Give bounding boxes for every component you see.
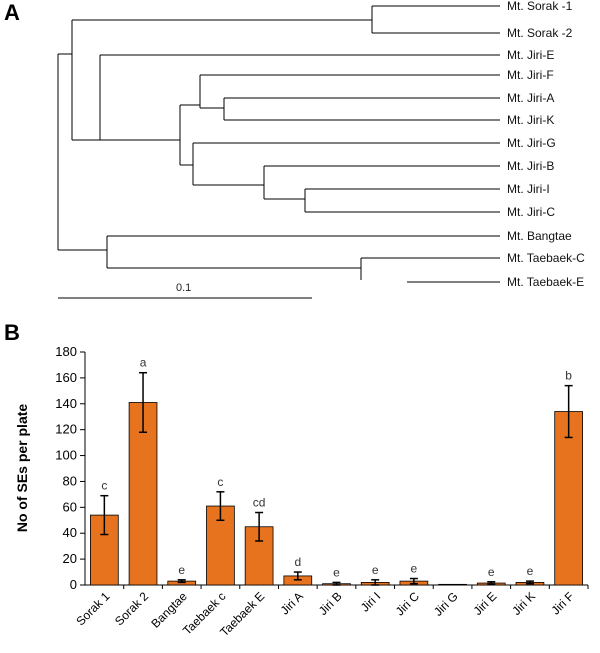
leaf-label: Mt. Jiri-I	[507, 182, 550, 196]
y-tick-label: 160	[55, 370, 77, 385]
category-label: Jiri K	[509, 589, 538, 618]
bar	[554, 411, 583, 586]
leaf-label: Mt. Jiri-K	[507, 113, 554, 127]
leaf-label: Mt. Jiri-A	[507, 91, 554, 105]
leaf-label: Mt. Taebaek-C	[507, 251, 585, 265]
significance-label: e	[488, 565, 495, 579]
panel-b-label: B	[4, 320, 20, 345]
leaf-label: Mt. Jiri-C	[507, 205, 555, 219]
y-tick-label: 40	[63, 525, 77, 540]
y-tick-label: 140	[55, 396, 77, 411]
leaf-label: Mt. Jiri-B	[507, 159, 554, 173]
significance-label: e	[333, 565, 340, 579]
leaf-label: Mt. Bangtae	[507, 229, 572, 243]
y-axis-label: No of SEs per plate	[14, 404, 30, 533]
leaf-label: Mt. Jiri-G	[507, 136, 556, 150]
leaf-labels: Mt. Sorak -1 Mt. Sorak -2 Mt. Jiri-E Mt.…	[507, 0, 585, 289]
significance-label: cd	[253, 496, 266, 510]
category-label: Jiri B	[316, 589, 345, 618]
leaf-label: Mt. Jiri-E	[507, 48, 554, 62]
category-label: Jiri G	[431, 589, 461, 619]
significance-label: b	[565, 369, 572, 383]
panel-a-label: A	[4, 0, 20, 25]
y-tick-label: 100	[55, 448, 77, 463]
leaf-label: Mt. Sorak -2	[507, 26, 573, 40]
y-tick-label: 60	[63, 499, 77, 514]
leaf-label: Mt. Taebaek-E	[507, 275, 584, 289]
phylogenetic-tree: 0.1	[57, 5, 500, 299]
category-label: Jiri F	[548, 589, 576, 617]
significance-label: e	[411, 562, 418, 576]
y-tick-label: 20	[63, 551, 77, 566]
bar	[438, 583, 467, 586]
bar-chart: 0 20 40 60 80 100 120 140 160 180 c Sorak 1 a Sorak 2…	[55, 344, 589, 639]
y-tick-label: 80	[63, 473, 77, 488]
y-tick-label: 0	[70, 577, 77, 592]
category-label: Jiri I	[358, 589, 383, 614]
significance-label: c	[217, 475, 223, 489]
significance-label: e	[527, 564, 534, 578]
significance-label: c	[101, 479, 107, 493]
significance-label: d	[294, 555, 301, 569]
leaf-label: Mt. Jiri-F	[507, 68, 554, 82]
category-label: Jiri A	[278, 589, 306, 617]
category-label: Jiri E	[471, 589, 500, 618]
leaf-label: Mt. Sorak -1	[507, 0, 573, 13]
y-tick-label: 120	[55, 422, 77, 437]
scale-label: 0.1	[176, 282, 191, 294]
category-label: Sorak 1	[73, 589, 112, 628]
significance-label: e	[372, 563, 379, 577]
significance-label: a	[140, 356, 147, 370]
category-label: Sorak 2	[112, 589, 151, 628]
category-label: Jiri C	[393, 589, 422, 618]
significance-label: e	[178, 563, 185, 577]
y-tick-label: 180	[55, 344, 77, 359]
